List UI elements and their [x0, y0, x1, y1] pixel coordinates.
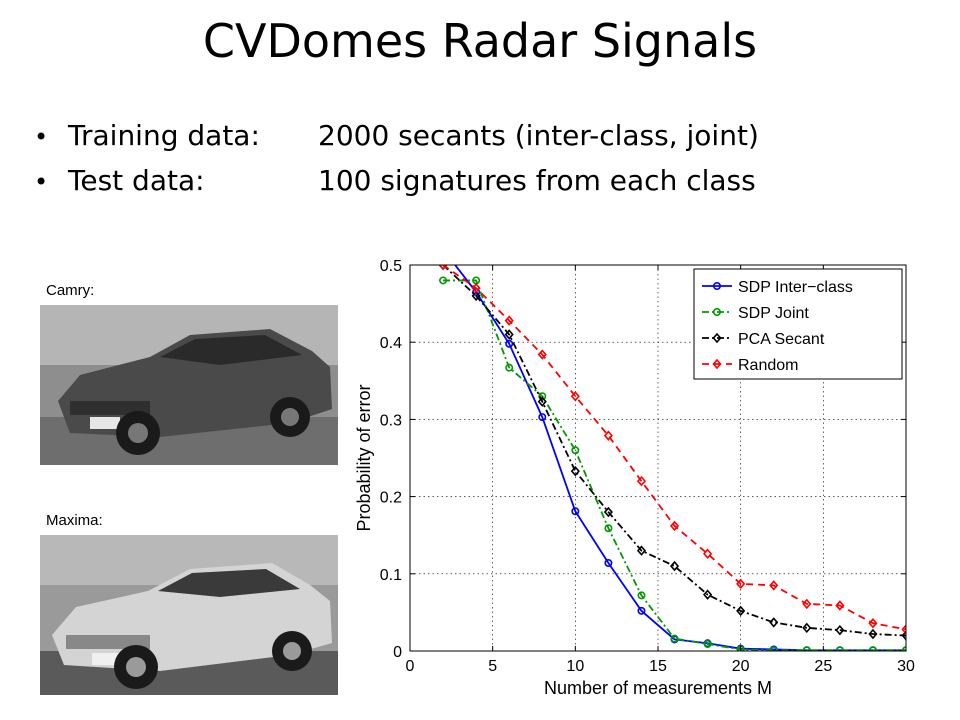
camry-panel: Camry: [40, 282, 338, 465]
legend-swatch-marker [712, 332, 722, 344]
data-point [868, 646, 877, 651]
data-point [769, 617, 779, 628]
maxima-panel: Maxima: [40, 512, 338, 695]
data-point [835, 624, 845, 636]
series-line [442, 265, 906, 631]
data-point [438, 265, 448, 271]
chart-svg: 0 5 10 15 20 25 30 0 0.1 0.2 0.3 0.4 0.5 Number of m… [344, 240, 924, 700]
data-point [835, 646, 844, 651]
data-point [670, 634, 679, 643]
maxima-photo [40, 535, 338, 695]
data-point [769, 646, 778, 651]
data-point [703, 640, 712, 649]
data-point [505, 339, 514, 348]
error-probability-chart: 0 5 10 15 20 25 30 0 0.1 0.2 0.3 0.4 0.5 Number of m… [344, 240, 924, 704]
series-line [442, 265, 906, 637]
bullet-label: Training data: [68, 119, 260, 152]
legend-box [693, 268, 903, 380]
data-point [505, 363, 514, 372]
legend-label: SDP Inter−class [738, 279, 853, 296]
series-2 [438, 265, 906, 641]
series-3 [438, 265, 906, 635]
bullet-training: • Training data: 2000 secants (inter-cla… [34, 114, 759, 159]
data-point [868, 617, 878, 629]
x-tick-label: 25 [814, 658, 832, 675]
data-point [868, 628, 878, 640]
data-point [802, 598, 812, 610]
x-tick-label: 20 [732, 658, 750, 675]
legend-label: Random [738, 357, 798, 374]
data-point [736, 578, 746, 590]
y-tick-label: 0.3 [380, 412, 402, 429]
data-point [471, 282, 481, 294]
data-point [603, 430, 613, 441]
x-tick-label: 15 [649, 658, 667, 675]
data-point [537, 349, 547, 360]
data-point [604, 558, 613, 567]
data-point [504, 329, 514, 340]
data-point [604, 524, 613, 533]
data-point [538, 392, 547, 401]
x-tick-label: 5 [488, 658, 497, 675]
data-point [570, 465, 580, 477]
data-point [439, 276, 448, 285]
data-point [637, 606, 646, 615]
y-tick-label: 0.2 [380, 490, 402, 507]
bullet-list: • Training data: 2000 secants (inter-cla… [34, 114, 759, 204]
bullet-test: • Test data: 100 signatures from each cl… [34, 159, 759, 204]
data-point [537, 396, 547, 407]
camry-photo [40, 305, 338, 465]
bullet-text: 100 signatures from each class [318, 164, 756, 197]
y-tick-label: 0 [393, 644, 402, 661]
data-point [703, 548, 713, 559]
x-axis-title: Number of measurements M [544, 678, 772, 698]
data-point [636, 545, 647, 556]
data-point [703, 589, 713, 600]
legend: SDP Inter−class SDP Joint PCA Secant Random [693, 268, 903, 380]
legend-swatch-marker [712, 358, 722, 370]
data-point [669, 520, 680, 532]
data-point [802, 622, 812, 634]
data-point [637, 591, 646, 600]
legend-label: PCA Secant [738, 331, 825, 348]
data-point [571, 446, 580, 455]
data-point [669, 560, 680, 572]
data-point [504, 315, 514, 326]
data-point [571, 507, 580, 516]
series-1 [439, 276, 906, 651]
series-line [443, 279, 906, 651]
bullet-text: 2000 secants (inter-class, joint) [318, 119, 759, 152]
legend-label: SDP Joint [738, 305, 809, 322]
data-point [736, 605, 746, 617]
legend-swatch-marker [712, 281, 721, 290]
data-point [802, 646, 811, 651]
x-tick-label: 0 [406, 658, 415, 675]
maxima-caption: Maxima: [46, 512, 103, 529]
data-point [835, 600, 845, 611]
data-point [471, 290, 481, 302]
data-point [603, 506, 613, 518]
y-axis-title: Probability of error [354, 384, 374, 531]
data-point [769, 580, 779, 591]
data-point [901, 624, 906, 635]
tick-layer: 0 5 10 15 20 25 30 0 0.1 0.2 0.3 0.4 0.5 [380, 258, 915, 675]
legend-swatch-marker [712, 308, 721, 317]
y-tick-label: 0.4 [380, 335, 402, 352]
data-point [901, 630, 906, 641]
series-layer [438, 265, 906, 651]
data-point [538, 413, 547, 422]
x-tick-label: 10 [566, 658, 584, 675]
camry-caption: Camry: [46, 282, 95, 299]
bullet-dot-icon: • [34, 123, 49, 151]
x-tick-label: 30 [897, 658, 915, 675]
y-tick-label: 0.1 [380, 567, 402, 584]
slide-title: CVDomes Radar Signals [202, 14, 758, 68]
bullet-label: Test data: [68, 164, 205, 197]
data-point [636, 475, 647, 487]
data-point [570, 391, 580, 402]
bullet-dot-icon: • [34, 168, 49, 196]
y-tick-label: 0.5 [380, 258, 402, 275]
